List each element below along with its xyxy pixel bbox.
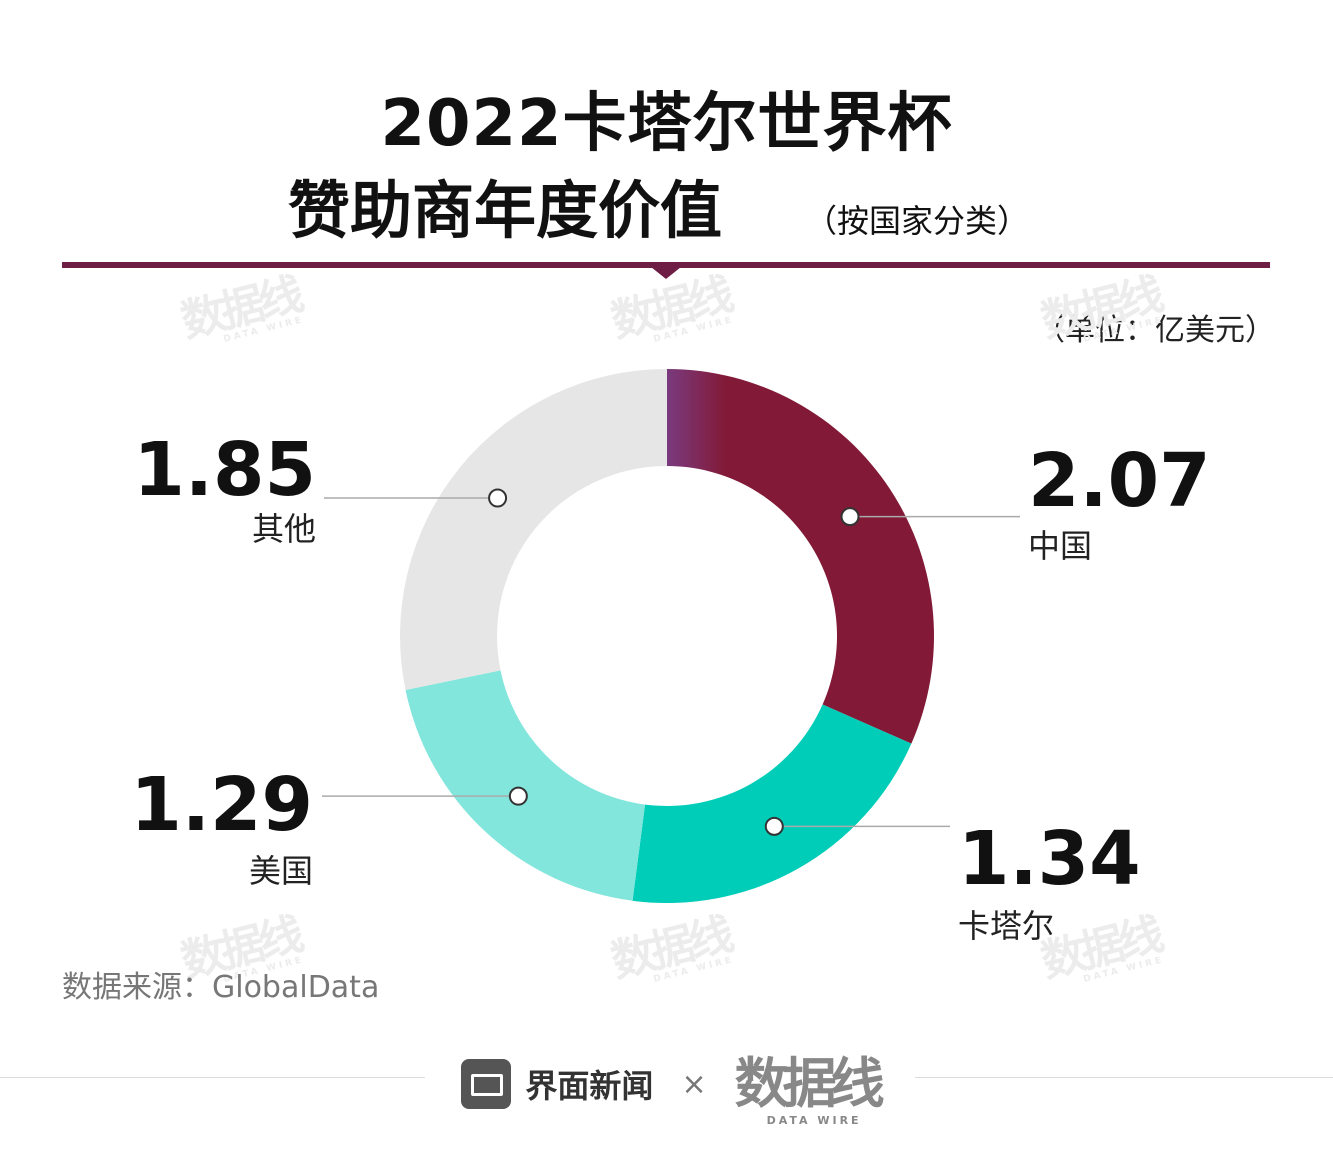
chart-title-line2: 赞助商年度价值	[288, 174, 723, 247]
jiemian-brand: 界面新闻	[525, 1067, 654, 1105]
category-label-usa: 美国	[249, 852, 313, 890]
donut-slice-qatar	[632, 704, 912, 904]
title-divider	[62, 262, 1270, 268]
value-label-china: 2.07	[1028, 438, 1211, 524]
chart-subtitle: （按国家分类）	[805, 202, 1030, 240]
category-label-other: 其他	[252, 510, 316, 548]
source-note: 数据来源：GlobalData	[62, 970, 380, 1005]
unit-label: （单位：亿美元）	[1035, 313, 1275, 348]
collab-separator: ×	[681, 1066, 707, 1102]
category-label-china: 中国	[1028, 527, 1092, 565]
footer-branding: 界面新闻 × 数据线 DATA WIRE	[425, 1042, 915, 1126]
datawire-logo: 数据线 DATA WIRE	[734, 1052, 885, 1127]
chart-title-line1: 2022卡塔尔世界杯	[380, 87, 953, 161]
category-label-qatar: 卡塔尔	[958, 907, 1054, 945]
donut-slice-usa	[405, 670, 646, 901]
divider-notch	[651, 267, 681, 279]
donut-slice-china	[667, 369, 934, 744]
leader-marker-other	[488, 488, 508, 508]
donut-slice-other	[400, 369, 667, 691]
leader-marker-usa	[508, 786, 528, 806]
leader-marker-qatar	[764, 816, 784, 836]
value-label-usa: 1.29	[130, 762, 313, 848]
jiemian-logo-icon	[461, 1059, 512, 1109]
value-label-qatar: 1.34	[958, 816, 1141, 902]
leader-marker-china	[840, 507, 860, 527]
value-label-other: 1.85	[133, 427, 316, 513]
